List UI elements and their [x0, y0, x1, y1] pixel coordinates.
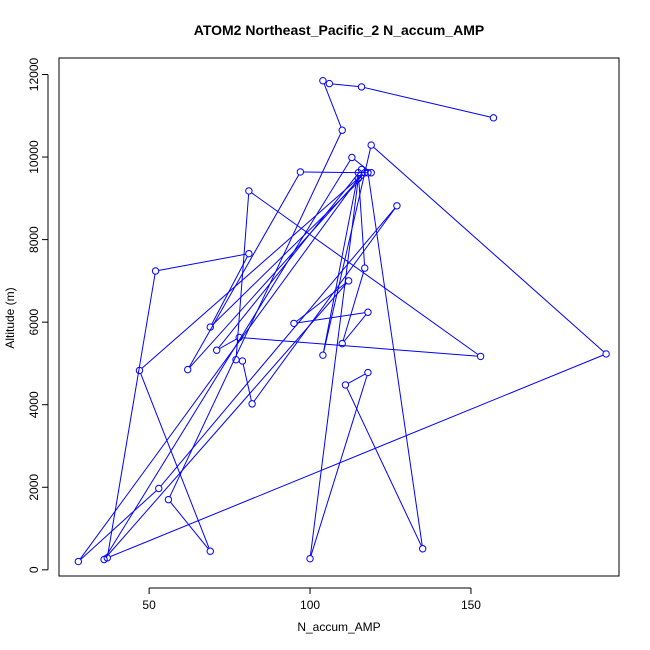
series-segment	[218, 171, 360, 348]
x-axis-label: N_accum_AMP	[297, 620, 380, 634]
x-tick-label: 100	[300, 598, 320, 612]
data-point	[357, 165, 366, 174]
series-segment	[309, 181, 359, 556]
y-tick-label: 12000	[27, 58, 41, 92]
data-point	[364, 368, 372, 377]
data-point	[155, 484, 163, 493]
series-segment	[367, 176, 423, 546]
series-segment	[346, 387, 422, 546]
series-segment	[141, 174, 363, 369]
data-point	[296, 168, 305, 176]
y-tick-label: 8000	[27, 226, 41, 253]
data-point	[184, 365, 192, 374]
series-segment	[323, 176, 359, 352]
data-point	[364, 308, 372, 316]
data-point	[348, 153, 356, 162]
series-segment	[342, 271, 365, 341]
data-point	[164, 495, 173, 504]
data-point	[602, 350, 610, 358]
series-segment	[297, 312, 365, 324]
series-segment	[158, 253, 246, 271]
data-point	[418, 545, 427, 553]
plot-area	[74, 77, 610, 566]
series-segment	[242, 364, 252, 401]
data-point	[74, 557, 83, 566]
data-point	[344, 277, 353, 285]
x-tick-label: 150	[461, 598, 481, 612]
data-point	[319, 77, 327, 85]
data-point	[151, 267, 160, 275]
data-point	[206, 323, 214, 331]
data-point	[325, 79, 334, 88]
y-tick-label: 6000	[27, 308, 41, 335]
series-segment	[373, 147, 604, 352]
series-segment	[160, 208, 396, 487]
data-point	[319, 351, 327, 359]
series-segment	[323, 148, 371, 352]
series-segment	[323, 83, 342, 128]
data-point	[476, 352, 485, 361]
y-tick-label: 10000	[27, 140, 41, 174]
data-point	[354, 174, 363, 183]
y-tick-label: 0	[27, 566, 41, 573]
data-point	[103, 554, 111, 562]
data-point	[489, 114, 498, 122]
y-tick-label: 4000	[27, 391, 41, 418]
data-point	[235, 333, 243, 342]
series-segment	[110, 354, 604, 557]
series-segment	[212, 174, 366, 326]
data-point	[306, 554, 314, 563]
plot-frame	[58, 57, 620, 577]
data-point	[338, 339, 346, 348]
data-point	[206, 547, 214, 555]
data-point	[341, 381, 350, 389]
series-segment	[358, 176, 366, 265]
x-tick-label: 50	[142, 598, 156, 612]
series-segment	[107, 274, 156, 555]
series-segment	[189, 175, 363, 368]
series-segment	[344, 314, 367, 342]
data-point	[338, 126, 346, 134]
data-point	[361, 264, 369, 272]
data-point	[213, 346, 221, 354]
series-segment	[170, 502, 209, 549]
data-point	[367, 141, 375, 149]
series-segment	[211, 256, 248, 325]
data-point	[135, 366, 144, 375]
data-point	[245, 249, 253, 258]
series-segment	[332, 83, 359, 88]
series-segment	[310, 375, 368, 556]
series-segment	[219, 338, 237, 349]
series-segment	[253, 208, 396, 402]
series-segment	[80, 490, 157, 560]
series-segment	[242, 337, 478, 357]
data-point	[393, 202, 401, 210]
series-segment	[251, 192, 479, 355]
data-point	[245, 187, 253, 195]
series-segment	[140, 373, 210, 549]
data-point	[357, 83, 366, 91]
data-point	[364, 169, 372, 177]
series-segment	[235, 194, 250, 357]
data-point	[248, 400, 256, 408]
y-tick-label: 2000	[27, 474, 41, 501]
chart-title: ATOM2 Northeast_Pacific_2 N_accum_AMP	[194, 22, 484, 38]
series-segment	[105, 160, 351, 557]
data-point	[232, 356, 240, 364]
data-point	[290, 319, 298, 328]
data-point	[367, 169, 375, 177]
axes: 50 100 150 0 2000 4000 6000 8000 10000 12000	[27, 57, 620, 612]
series-segment	[303, 171, 368, 174]
series-segment	[348, 373, 366, 384]
series-segment	[79, 181, 357, 560]
y-axis-label: Altitude (m)	[3, 287, 17, 348]
series-segment	[189, 174, 300, 367]
series-segment	[364, 87, 491, 118]
